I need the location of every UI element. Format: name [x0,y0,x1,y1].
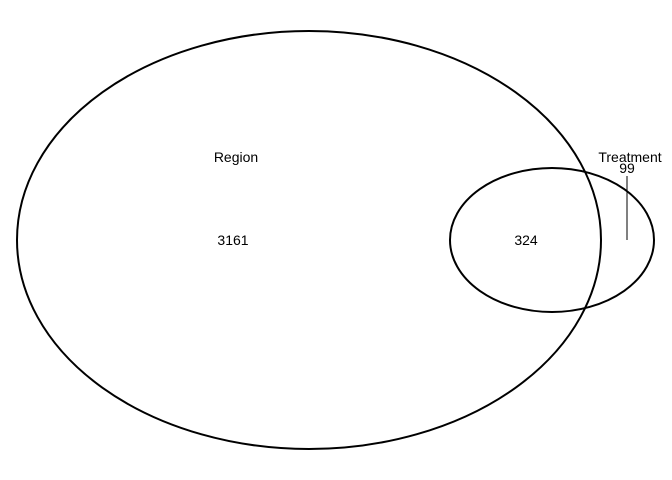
treatment-set-label: Treatment [598,149,661,165]
treatment-only-count: 99 [619,160,635,176]
region-set-ellipse [16,30,602,450]
treatment-set-ellipse [449,167,655,313]
region-set-label: Region [214,149,258,165]
region-only-count: 3161 [217,232,248,248]
intersection-count: 324 [514,232,538,248]
